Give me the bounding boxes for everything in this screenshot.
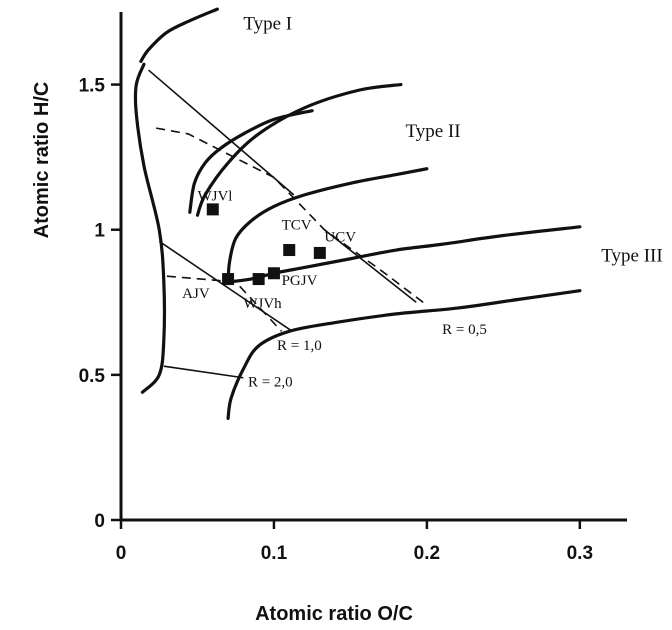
- axis-ticks: 0 0.1 0.2 0.3 0 0.5 1 1.5: [79, 76, 593, 564]
- type-curve: [139, 7, 219, 63]
- iso-line: [163, 365, 244, 379]
- type-curve: [133, 62, 166, 394]
- iso-line-label: R = 0,5: [442, 322, 487, 338]
- iso-line-dashed: [156, 127, 428, 306]
- iso-line-label: R = 2,0: [248, 374, 293, 390]
- x-tick-label: 0.2: [414, 543, 440, 564]
- x-axis-title: Atomic ratio O/C: [255, 603, 413, 625]
- y-axis-title: Atomic ratio H/C: [31, 82, 53, 239]
- sample-marker: [283, 244, 296, 257]
- sample-label: TCV: [282, 218, 312, 234]
- iso-line: [148, 69, 295, 196]
- axes: [119, 12, 627, 522]
- sample-label: AJV: [182, 286, 210, 302]
- iso-line-label: R = 1,0: [277, 338, 322, 354]
- type-curve-label: Type III: [601, 246, 662, 267]
- sample-marker: [252, 273, 265, 286]
- type-curve: [226, 167, 429, 284]
- type-curve: [226, 289, 582, 420]
- iso-line: [158, 240, 293, 332]
- type-curve-label: Type I: [243, 13, 292, 34]
- sample-label: WJVl: [197, 189, 232, 205]
- iso-line: [323, 229, 417, 303]
- sample-marker: [313, 246, 326, 259]
- type-curve: [188, 109, 314, 214]
- sample-marker: [222, 273, 235, 286]
- type-curve-label: Type II: [405, 121, 460, 142]
- annotation-labels: Type I Type II Type III R = 0,5 R = 1,0 R = 2…: [182, 13, 663, 390]
- type-curves: [133, 7, 582, 420]
- type-curve: [195, 82, 403, 217]
- iso-line-dashed: [166, 275, 283, 332]
- sample-label: PGJV: [282, 273, 318, 289]
- x-tick-label: 0.1: [261, 543, 288, 564]
- sample-markers: [206, 203, 326, 286]
- y-tick-label: 0: [94, 511, 105, 532]
- y-tick-label: 0.5: [79, 366, 106, 387]
- sample-marker: [206, 203, 219, 216]
- x-tick-label: 0: [116, 543, 127, 564]
- x-tick-label: 0.3: [567, 543, 593, 564]
- sample-label: UCV: [324, 229, 356, 245]
- sample-marker: [267, 267, 280, 280]
- sample-label: WJVh: [243, 296, 282, 312]
- iso-lines: [148, 69, 428, 379]
- y-tick-label: 1: [94, 221, 105, 242]
- y-tick-label: 1.5: [79, 76, 106, 97]
